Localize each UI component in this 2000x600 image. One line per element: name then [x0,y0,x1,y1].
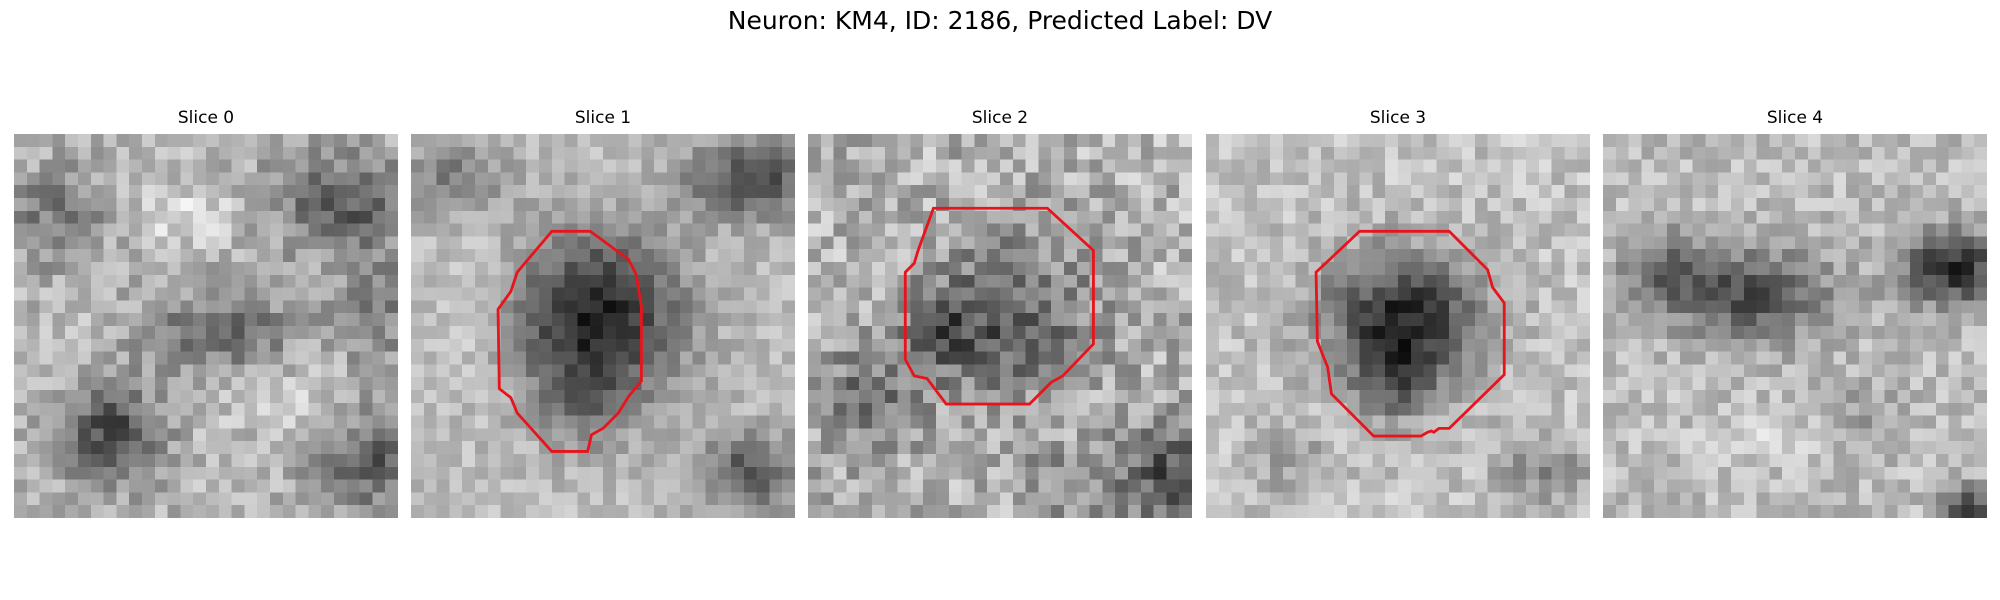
slice-image-4 [1603,134,1987,518]
figure-title: Neuron: KM4, ID: 2186, Predicted Label: … [0,6,2000,35]
slice-title-2: Slice 2 [808,108,1192,128]
slice-image-0 [14,134,398,518]
slice-title-1: Slice 1 [411,108,795,128]
slice-image-3 [1206,134,1590,518]
slice-title-3: Slice 3 [1206,108,1590,128]
slice-title-4: Slice 4 [1603,108,1987,128]
slice-title-0: Slice 0 [14,108,398,128]
slice-image-1 [411,134,795,518]
slice-image-2 [808,134,1192,518]
